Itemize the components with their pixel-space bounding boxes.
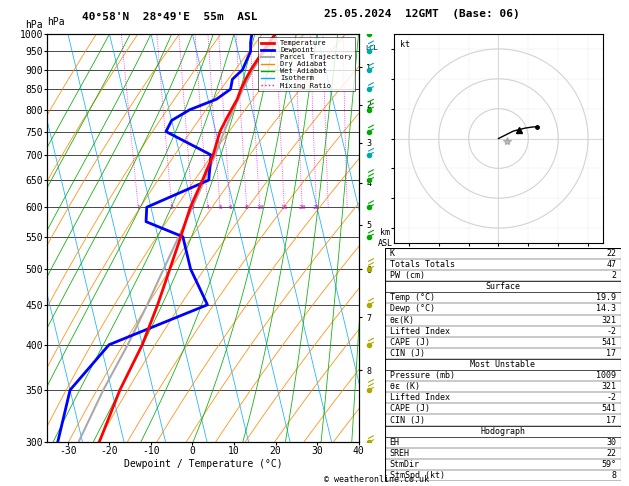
Text: CAPE (J): CAPE (J) [389, 404, 430, 414]
Text: 321: 321 [601, 315, 616, 325]
Text: θε(K): θε(K) [389, 315, 415, 325]
Text: StmDir: StmDir [389, 460, 420, 469]
Text: 19.9: 19.9 [596, 294, 616, 302]
Text: -2: -2 [606, 393, 616, 402]
Text: 5: 5 [218, 205, 222, 210]
Text: 8: 8 [245, 205, 248, 210]
Text: 22: 22 [606, 249, 616, 258]
Text: -2: -2 [606, 327, 616, 336]
Text: StmSpd (kt): StmSpd (kt) [389, 471, 445, 480]
Text: 25.05.2024  12GMT  (Base: 06): 25.05.2024 12GMT (Base: 06) [324, 9, 520, 19]
X-axis label: Dewpoint / Temperature (°C): Dewpoint / Temperature (°C) [123, 459, 282, 469]
Text: 4: 4 [206, 205, 210, 210]
Text: LCL: LCL [365, 45, 378, 51]
Text: Temp (°C): Temp (°C) [389, 294, 435, 302]
Text: 59°: 59° [601, 460, 616, 469]
Text: 6: 6 [228, 205, 232, 210]
Text: 1009: 1009 [596, 371, 616, 380]
Text: 25: 25 [313, 205, 320, 210]
Text: 17: 17 [606, 416, 616, 425]
Text: Pressure (mb): Pressure (mb) [389, 371, 455, 380]
Text: 8: 8 [611, 471, 616, 480]
Text: 321: 321 [601, 382, 616, 391]
Text: 40°58'N  28°49'E  55m  ASL: 40°58'N 28°49'E 55m ASL [82, 12, 257, 22]
Text: hPa: hPa [47, 17, 65, 27]
Text: 2: 2 [611, 271, 616, 280]
Text: CAPE (J): CAPE (J) [389, 338, 430, 347]
Text: K: K [389, 249, 394, 258]
Text: θε (K): θε (K) [389, 382, 420, 391]
Text: CIN (J): CIN (J) [389, 349, 425, 358]
Text: Lifted Index: Lifted Index [389, 393, 450, 402]
FancyBboxPatch shape [385, 359, 621, 370]
Text: hPa: hPa [25, 20, 43, 30]
Text: kt: kt [400, 40, 410, 49]
Text: CIN (J): CIN (J) [389, 416, 425, 425]
Text: Most Unstable: Most Unstable [470, 360, 535, 369]
Text: 541: 541 [601, 338, 616, 347]
Text: 20: 20 [298, 205, 306, 210]
Text: 2: 2 [170, 205, 174, 210]
Text: EH: EH [389, 438, 399, 447]
Text: © weatheronline.co.uk: © weatheronline.co.uk [324, 474, 429, 484]
Text: 15: 15 [281, 205, 288, 210]
Y-axis label: km
ASL: km ASL [377, 228, 392, 248]
Text: Lifted Index: Lifted Index [389, 327, 450, 336]
Text: 1: 1 [136, 205, 140, 210]
Legend: Temperature, Dewpoint, Parcel Trajectory, Dry Adiabat, Wet Adiabat, Isotherm, Mi: Temperature, Dewpoint, Parcel Trajectory… [258, 37, 355, 91]
Text: PW (cm): PW (cm) [389, 271, 425, 280]
FancyBboxPatch shape [385, 426, 621, 437]
Text: 10: 10 [256, 205, 264, 210]
Text: Hodograph: Hodograph [481, 427, 525, 435]
FancyBboxPatch shape [385, 281, 621, 292]
Text: 14.3: 14.3 [596, 304, 616, 313]
Text: 22: 22 [606, 449, 616, 458]
Text: 30: 30 [606, 438, 616, 447]
Text: 3: 3 [191, 205, 194, 210]
Text: Surface: Surface [486, 282, 520, 291]
Text: 17: 17 [606, 349, 616, 358]
Text: 541: 541 [601, 404, 616, 414]
Text: Totals Totals: Totals Totals [389, 260, 455, 269]
Text: 47: 47 [606, 260, 616, 269]
Text: SREH: SREH [389, 449, 409, 458]
Text: Dewp (°C): Dewp (°C) [389, 304, 435, 313]
